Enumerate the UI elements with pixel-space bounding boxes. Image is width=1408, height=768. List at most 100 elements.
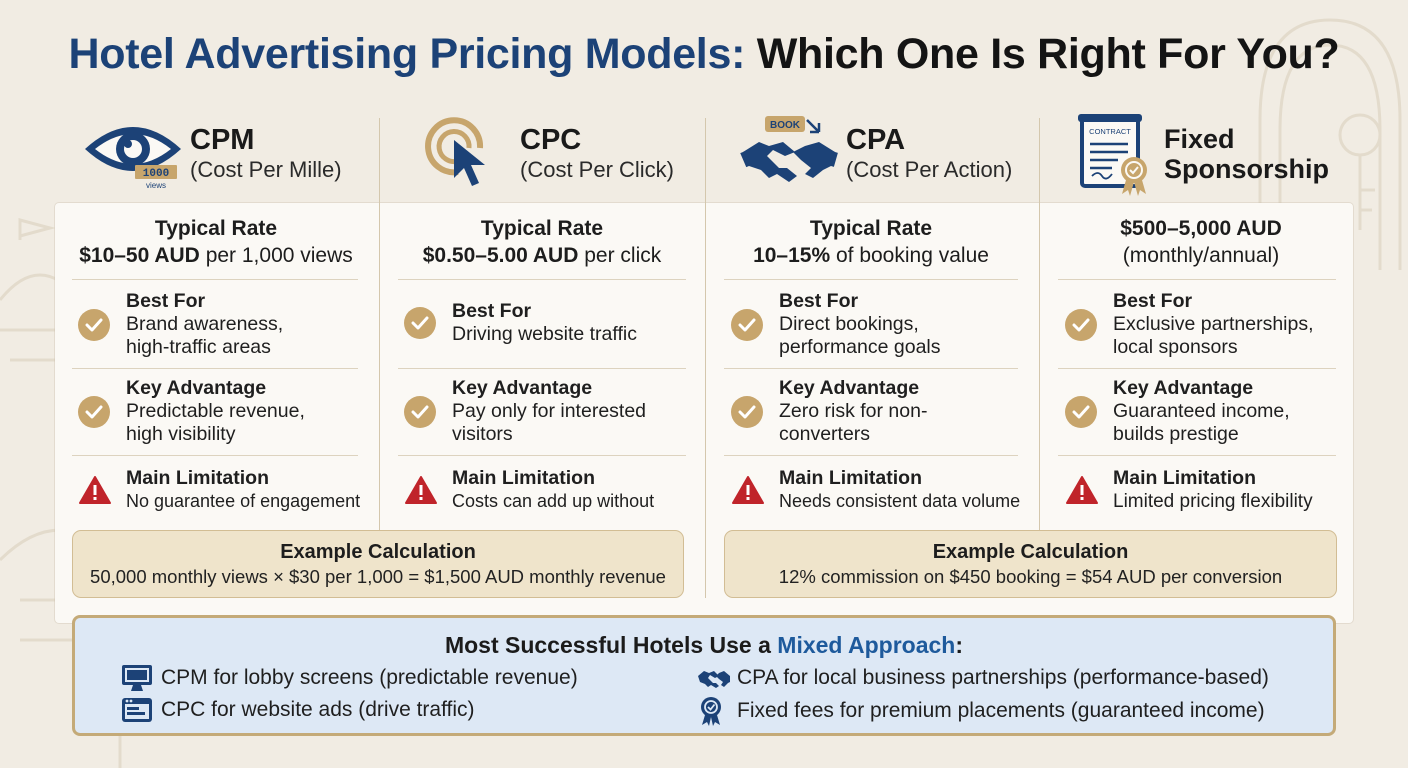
warning-icon [405, 476, 437, 504]
rate-value: 10–15% of booking value [753, 244, 989, 267]
model-abbr: CPC [520, 124, 582, 156]
check-icon [78, 308, 110, 341]
feature-title: Best For [1113, 290, 1193, 312]
feature-title: Best For [126, 290, 206, 312]
cursor-click-icon [408, 112, 518, 196]
feature-title: Key Advantage [1113, 377, 1254, 399]
mixed-item-fixed: Fixed fees for premium placements (guara… [697, 696, 1265, 726]
warning-icon [732, 476, 764, 504]
feature-title: Main Limitation [126, 467, 269, 489]
cpa-rate: Typical Rate 10–15% of booking value [712, 215, 1030, 269]
model-full-name: (Cost Per Action) [846, 157, 1013, 182]
feature-title: Key Advantage [126, 377, 267, 399]
warning-icon [79, 476, 111, 504]
cpc-main-limitation: Main Limitation Costs can add up without [404, 467, 654, 513]
cpm-best-for: Best For Brand awareness, high-traffic ar… [78, 290, 316, 359]
mixed-item-cpm: CPM for lobby screens (predictable reven… [121, 664, 578, 692]
feature-title: Best For [779, 290, 859, 312]
rate-value: $0.50–5.00 AUD per click [422, 244, 662, 267]
rate-label: Typical Rate [809, 217, 933, 240]
feature-text: Zero risk for non-converters [779, 400, 928, 445]
handshake-icon: BOOK [734, 112, 844, 196]
example-title: Example Calculation [932, 541, 1129, 563]
feature-text: Costs can add up without [452, 491, 655, 511]
mixed-item-text: CPM for lobby screens (predictable reven… [161, 666, 578, 689]
eye-icon: 1000 views [78, 112, 188, 196]
model-full-name: (Cost Per Mille) [190, 157, 342, 182]
check-icon [78, 395, 110, 428]
model-abbr: CPM [190, 124, 255, 156]
rate-value-period: (monthly/annual) [1122, 244, 1280, 267]
example-title: Example Calculation [280, 541, 476, 563]
fixed-main-limitation: Main Limitation Limited pricing flexibili… [1065, 467, 1313, 513]
divider [398, 455, 686, 456]
page-title: Hotel Advertising Pricing Models: Which … [0, 30, 1408, 79]
cpa-header: BOOK CPA (Cost Per Action) [734, 112, 1012, 196]
feature-text: Predictable revenue, high visibility [126, 400, 305, 445]
feature-text: No guarantee of engagement [126, 491, 361, 511]
check-icon [404, 307, 436, 339]
cpc-header: CPC (Cost Per Click) [408, 112, 674, 196]
fixed-key-advantage: Key Advantage Guaranteed income, builds p… [1065, 377, 1313, 446]
cpm-main-limitation: Main Limitation No guarantee of engagemen… [78, 467, 360, 513]
mixed-approach-highlight: Mixed Approach [777, 632, 956, 658]
column-divider [705, 118, 706, 598]
feature-title: Main Limitation [779, 467, 922, 489]
example-calculation-cpm: Example Calculation 50,000 monthly views… [72, 530, 684, 598]
fixed-sponsorship-header: CONTRACT Fixed Sponsorship [1066, 112, 1329, 196]
cpa-main-limitation: Main Limitation Needs consistent data vol… [731, 467, 1020, 513]
contract-icon: CONTRACT [1066, 112, 1162, 196]
cpc-key-advantage: Key Advantage Pay only for interested vis… [404, 377, 672, 446]
cpa-best-for: Best For Direct bookings, performance goa… [731, 290, 969, 359]
mixed-item-cpa: CPA for local business partnerships (per… [697, 664, 1269, 692]
rate-value: $10–50 AUD per 1,000 views [79, 244, 353, 267]
title-part-1: Hotel Advertising Pricing Models: [68, 30, 746, 78]
divider [724, 368, 1018, 369]
feature-text: Needs consistent data volume [779, 491, 1021, 511]
feature-title: Main Limitation [452, 467, 595, 489]
feature-title: Key Advantage [779, 377, 920, 399]
divider [72, 455, 358, 456]
example-calculation-cpa: Example Calculation 12% commission on $4… [724, 530, 1337, 598]
feature-text: Driving website traffic [452, 323, 637, 345]
feature-text: Pay only for interested visitors [452, 400, 647, 445]
eye-icon-badge-bottom: views [146, 181, 166, 189]
feature-text: Exclusive partnerships, local sponsors [1113, 313, 1314, 358]
cpa-key-advantage: Key Advantage Zero risk for non-converter… [731, 377, 939, 446]
divider [1058, 368, 1336, 369]
check-icon [731, 308, 763, 341]
model-full-name: (Cost Per Click) [520, 157, 675, 182]
cpc-rate: Typical Rate $0.50–5.00 AUD per click [384, 215, 700, 269]
cpm-key-advantage: Key Advantage Predictable revenue, high v… [78, 377, 326, 446]
model-name-line-2: Sponsorship [1164, 154, 1330, 184]
cpm-rate: Typical Rate $10–50 AUD per 1,000 views [60, 215, 372, 269]
mixed-item-text: Fixed fees for premium placements (guara… [737, 699, 1265, 722]
mixed-item-text: CPA for local business partnerships (per… [737, 666, 1269, 689]
column-divider [1039, 118, 1040, 598]
handshake-icon-badge: BOOK [770, 120, 801, 131]
model-abbr: CPA [846, 124, 906, 156]
feature-title: Key Advantage [452, 377, 593, 399]
handshake-icon [697, 664, 737, 692]
title-part-2: Which One Is Right For You? [756, 30, 1340, 78]
feature-text: Direct bookings, performance goals [779, 313, 941, 358]
divider [724, 455, 1018, 456]
example-body: 12% commission on $450 booking = $54 AUD… [778, 566, 1283, 587]
contract-icon-label: CONTRACT [1089, 127, 1131, 136]
mixed-item-text: CPC for website ads (drive traffic) [161, 698, 475, 721]
check-icon [731, 395, 763, 428]
feature-title: Best For [452, 300, 532, 322]
divider [72, 368, 358, 369]
divider [1058, 455, 1336, 456]
divider [398, 279, 686, 280]
browser-icon [121, 696, 161, 724]
check-icon [1065, 395, 1097, 428]
mixed-item-cpc: CPC for website ads (drive traffic) [121, 696, 475, 724]
check-icon [1065, 308, 1097, 341]
column-divider [379, 118, 380, 598]
rate-value-bold: $500–5,000 AUD [1120, 217, 1282, 240]
feature-text: Guaranteed income, builds prestige [1113, 400, 1290, 445]
warning-icon [1066, 476, 1098, 504]
rate-label: Typical Rate [154, 217, 278, 240]
mixed-approach-box: Most Successful Hotels Use a Mixed Appro… [72, 615, 1336, 736]
